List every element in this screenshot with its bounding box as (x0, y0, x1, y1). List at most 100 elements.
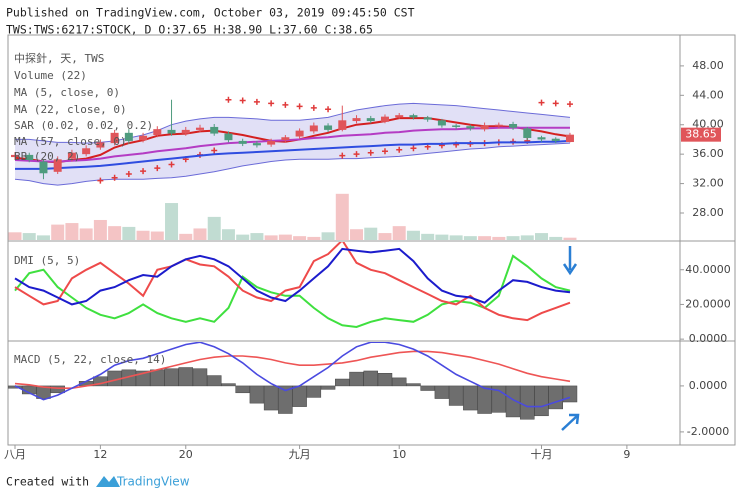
volume-bar (221, 229, 235, 240)
candle-body (324, 125, 333, 130)
legend-entry: SAR (0.02, 0.02, 0.2) (14, 119, 153, 132)
candle-body (210, 126, 219, 134)
volume-bar (392, 226, 406, 240)
histogram-bar (349, 371, 364, 387)
x-tick-label: 九月 (289, 448, 311, 461)
ma-line (14, 126, 570, 163)
candle-body (124, 132, 133, 141)
indicator-line (14, 247, 571, 306)
indicator-line (14, 242, 571, 322)
volume-bar (36, 235, 50, 240)
histogram-bar (448, 385, 464, 406)
volume-bar (93, 219, 107, 240)
volume-bar (122, 226, 136, 240)
volume-bar (293, 236, 307, 240)
y-tick-label: 32.00 (692, 177, 724, 190)
footer-text: Created with (6, 475, 89, 489)
sar-point (97, 177, 104, 184)
histogram-bar (463, 385, 478, 411)
sar-point (140, 168, 147, 175)
sar-point (410, 145, 417, 152)
candle-body (523, 128, 532, 138)
volume-bar (165, 203, 179, 240)
pane (8, 96, 577, 240)
candle-body (295, 130, 304, 137)
band-upper (15, 102, 571, 144)
y-tick-label: 48.00 (692, 59, 724, 72)
sar-point (253, 98, 260, 105)
frame (7, 34, 736, 446)
sar-point (125, 171, 132, 178)
histogram-bar (548, 385, 563, 410)
volume-bar (193, 228, 207, 240)
candle-body (480, 125, 489, 130)
volume-bar (364, 227, 378, 240)
volume-bar (520, 235, 534, 240)
legend-entry: MA (22, close, 0) (14, 103, 127, 116)
y-tick-label: 0.0000 (689, 379, 728, 392)
volume-bar (136, 230, 150, 240)
histogram-bar (150, 369, 165, 387)
sar-point (296, 103, 303, 110)
last-price-label: 38.65 (685, 128, 717, 141)
x-tick-label: 10 (392, 448, 406, 461)
candle-body (25, 154, 34, 161)
histogram-bar (192, 368, 208, 387)
sar-point (268, 100, 275, 107)
candle-body (551, 138, 560, 141)
sar-point (339, 152, 346, 159)
histogram-bar (164, 368, 179, 387)
candle-body (509, 124, 518, 128)
volume-bar (236, 234, 250, 240)
volume-bar (335, 193, 349, 240)
volume-bar (51, 224, 65, 240)
x-tick-label: 八月 (4, 448, 26, 461)
candle-body (267, 140, 276, 145)
ma-line (15, 139, 571, 170)
sar-point (396, 146, 403, 153)
volume-bar (406, 230, 420, 240)
candle-body (338, 120, 347, 130)
volume-bar (549, 236, 563, 240)
volume-bar (463, 236, 477, 240)
macd-line (14, 350, 571, 389)
histogram-bar (391, 377, 407, 387)
volume-bar (250, 233, 264, 240)
histogram-bar (420, 385, 435, 391)
volume-bar (8, 232, 22, 240)
volume-bar (421, 233, 435, 240)
candle-body (565, 134, 574, 143)
candle-body (309, 125, 318, 132)
candle-body (281, 137, 290, 141)
symbol-line: TWS:TWS:6217:STOCK, D O:37.65 H:38.90 L:… (6, 23, 373, 37)
y-tick-label: 40.0000 (685, 263, 731, 276)
candle-body (181, 129, 190, 134)
candle-body (224, 133, 233, 141)
pane-title: MACD (5, 22, close, 14) (14, 353, 166, 366)
x-tick-label: 12 (93, 448, 107, 461)
volume-bar (65, 223, 79, 240)
sar-point (367, 149, 374, 156)
histogram-bar (477, 385, 492, 414)
y-tick-label: 40.00 (692, 118, 724, 131)
histogram-bar (363, 370, 378, 387)
pane (8, 342, 578, 420)
candle-body (466, 126, 475, 129)
logo (96, 476, 120, 487)
histogram-bar (377, 373, 393, 387)
candle-body (437, 120, 446, 126)
candle-body (82, 148, 91, 155)
candle-body (494, 124, 503, 127)
y-tick-label: -2.0000 (687, 425, 729, 438)
sar-point (538, 99, 545, 106)
volume-bar (278, 234, 292, 240)
sar-point (111, 174, 118, 181)
volume-bar (378, 233, 392, 240)
candle-body (238, 140, 247, 144)
y-tick-label: 0.0000 (689, 332, 728, 345)
volume-bar (150, 231, 164, 240)
footer-brand: TradingView (116, 475, 190, 489)
sar-point (154, 165, 161, 172)
candle-body (366, 118, 375, 122)
